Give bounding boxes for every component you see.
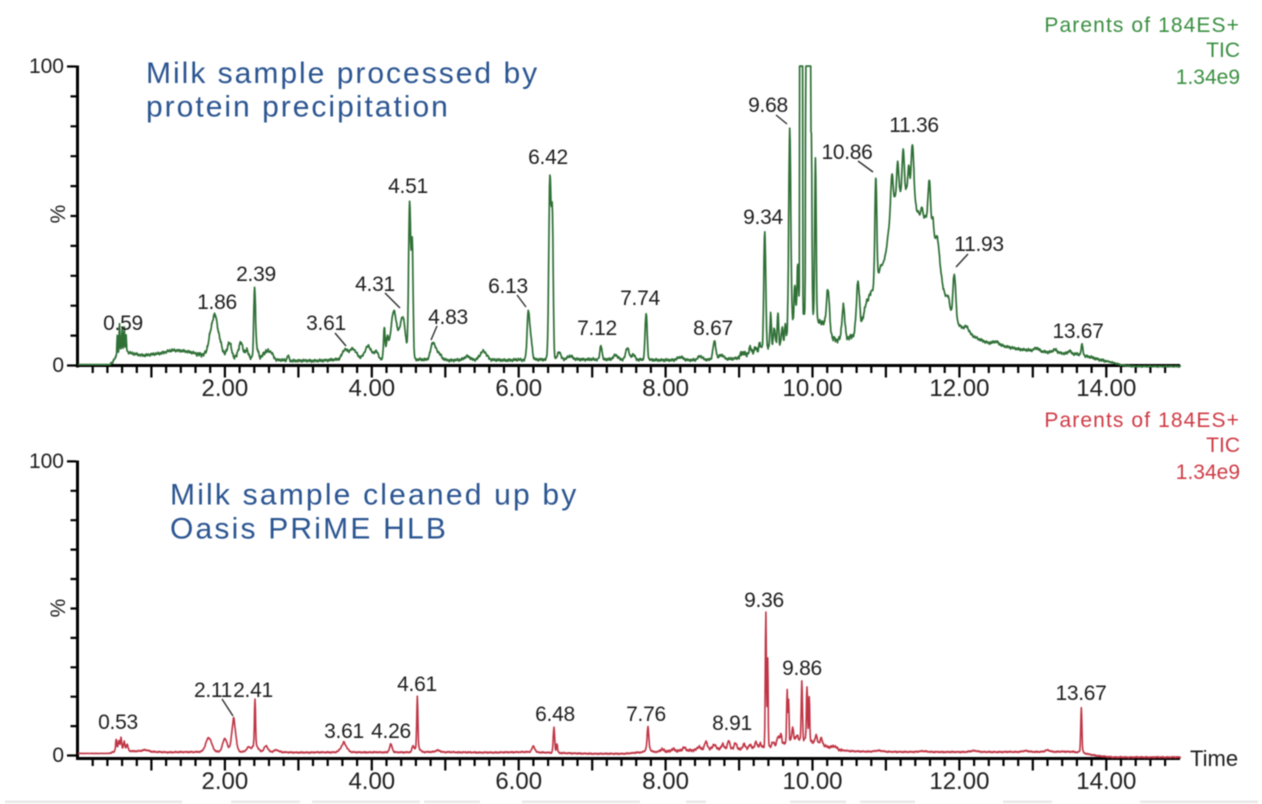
svg-text:3.61: 3.61 (306, 312, 346, 335)
svg-text:13.67: 13.67 (1055, 682, 1106, 705)
svg-text:Milk sample processed by: Milk sample processed by (146, 57, 539, 90)
svg-text:10.00: 10.00 (782, 768, 842, 795)
svg-text:1.34e9: 1.34e9 (1176, 66, 1240, 89)
svg-text:7.12: 7.12 (577, 317, 617, 340)
svg-text:3.61: 3.61 (324, 720, 364, 743)
svg-text:2.11: 2.11 (194, 679, 232, 702)
svg-text:9.34: 9.34 (743, 206, 783, 229)
svg-text:0: 0 (52, 354, 64, 377)
svg-text:1.86: 1.86 (197, 291, 237, 314)
svg-text:8.00: 8.00 (642, 375, 689, 402)
svg-text:8.00: 8.00 (642, 768, 689, 795)
svg-text:%: % (47, 205, 70, 224)
svg-text:Oasis PRiME HLB: Oasis PRiME HLB (170, 513, 448, 546)
svg-text:6.42: 6.42 (528, 146, 568, 169)
svg-text:11.36: 11.36 (889, 114, 939, 137)
svg-text:12.00: 12.00 (929, 375, 989, 402)
svg-text:2.41: 2.41 (233, 679, 273, 702)
svg-text:6.48: 6.48 (535, 703, 575, 726)
svg-text:9.36: 9.36 (744, 589, 784, 612)
svg-text:4.31: 4.31 (355, 273, 395, 296)
svg-text:7.74: 7.74 (620, 287, 660, 310)
svg-text:%: % (47, 599, 70, 618)
svg-text:2.00: 2.00 (202, 375, 249, 402)
svg-text:11.93: 11.93 (954, 233, 1004, 256)
svg-text:12.00: 12.00 (929, 768, 989, 795)
svg-text:14.00: 14.00 (1076, 768, 1136, 795)
svg-text:0.59: 0.59 (103, 312, 143, 335)
svg-text:7.76: 7.76 (626, 703, 666, 726)
svg-text:6.13: 6.13 (488, 275, 528, 298)
svg-text:2.39: 2.39 (236, 263, 276, 286)
svg-text:4.26: 4.26 (371, 720, 411, 743)
svg-text:TIC: TIC (1206, 39, 1240, 62)
svg-text:8.67: 8.67 (693, 317, 733, 340)
svg-text:1.34e9: 1.34e9 (1176, 461, 1240, 484)
svg-text:4.83: 4.83 (428, 306, 468, 329)
svg-text:8.91: 8.91 (712, 712, 752, 735)
svg-text:10.00: 10.00 (782, 375, 842, 402)
svg-text:4.61: 4.61 (397, 673, 437, 696)
svg-text:13.67: 13.67 (1052, 320, 1103, 343)
svg-text:2.00: 2.00 (202, 768, 249, 795)
svg-text:100: 100 (29, 55, 64, 78)
svg-text:Time: Time (1190, 746, 1238, 771)
svg-text:Milk sample cleaned up by: Milk sample cleaned up by (170, 479, 579, 512)
svg-text:9.68: 9.68 (748, 94, 788, 117)
svg-text:0: 0 (52, 744, 64, 767)
svg-text:4.00: 4.00 (348, 768, 395, 795)
svg-text:100: 100 (29, 450, 64, 473)
svg-text:0.53: 0.53 (98, 711, 138, 734)
svg-text:protein precipitation: protein precipitation (146, 91, 450, 124)
svg-text:TIC: TIC (1206, 434, 1240, 457)
svg-text:Parents of 184ES+: Parents of 184ES+ (1044, 409, 1240, 432)
svg-text:6.00: 6.00 (495, 768, 542, 795)
svg-text:10.86: 10.86 (821, 141, 872, 164)
svg-text:9.86: 9.86 (782, 657, 822, 680)
svg-text:Parents of 184ES+: Parents of 184ES+ (1044, 14, 1240, 37)
svg-text:4.51: 4.51 (388, 175, 428, 198)
svg-text:6.00: 6.00 (495, 375, 542, 402)
svg-text:14.00: 14.00 (1076, 375, 1136, 402)
svg-text:4.00: 4.00 (348, 375, 395, 402)
